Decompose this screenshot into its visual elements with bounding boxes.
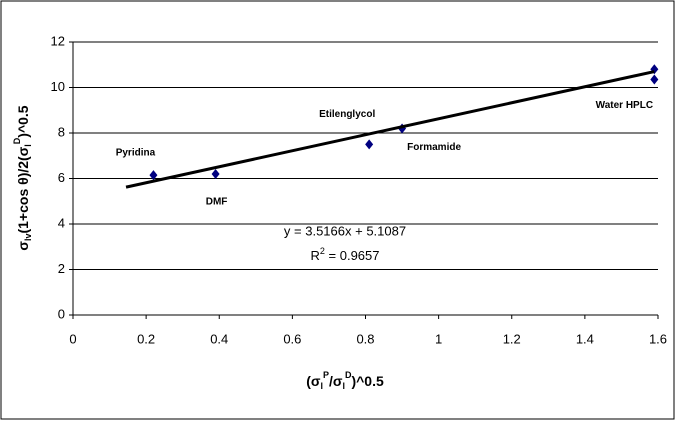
y-tick-label: 6 <box>58 170 65 185</box>
x-tick-label: 1.6 <box>649 331 667 346</box>
point <box>149 170 158 181</box>
y-tick-label: 2 <box>58 261 65 276</box>
x-tick-label: 0.8 <box>356 331 374 346</box>
point <box>365 139 374 150</box>
x-tick-label: 1.2 <box>503 331 521 346</box>
point-label: Water HPLC <box>596 100 653 111</box>
y-tick-label: 8 <box>58 124 65 139</box>
x-tick-label: 1.4 <box>576 331 594 346</box>
point-label: Etilenglycol <box>319 109 375 120</box>
x-tick-label: 0.2 <box>137 331 155 346</box>
trend-r2: R2 = 0.9657 <box>311 246 380 263</box>
x-axis-label: (σlP/σlD)^0.5 <box>306 370 384 391</box>
y-tick-label: 0 <box>58 306 65 321</box>
y-tick-label: 10 <box>51 79 65 94</box>
trend-equation: y = 3.5166x + 5.1087 <box>284 223 406 238</box>
y-tick-label: 12 <box>51 33 65 48</box>
x-tick-label: 0.4 <box>210 331 228 346</box>
point-label: Formamide <box>407 142 461 153</box>
x-tick-label: 1 <box>435 331 442 346</box>
point <box>211 168 220 179</box>
trendline <box>125 70 655 189</box>
y-axis-label: σlv(1+cos θ)/2(σlD)^0.5 <box>12 105 33 250</box>
y-tick-label: 4 <box>58 215 65 230</box>
point-label: DMF <box>206 197 228 208</box>
x-tick-label: 0.6 <box>283 331 301 346</box>
point-label: Pyridina <box>116 148 156 159</box>
point <box>650 74 659 85</box>
x-tick-label: 0 <box>69 331 76 346</box>
